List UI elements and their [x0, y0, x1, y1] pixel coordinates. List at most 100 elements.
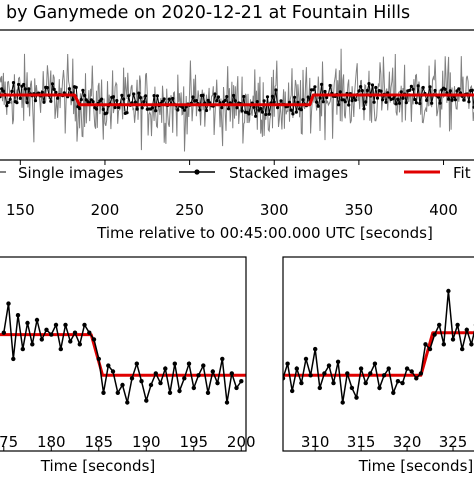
- stacked-images-point-31: [51, 82, 54, 85]
- stacked-images-point-157: [264, 113, 267, 116]
- stacked-images-point-234: [395, 102, 398, 105]
- bl-stacked-point-22: [106, 363, 110, 367]
- stacked-images-point-105: [176, 108, 179, 111]
- br-x-tick-label-325: 325: [439, 433, 468, 451]
- stacked-images-point-122: [205, 109, 208, 112]
- bl-stacked-point-43: [206, 391, 210, 395]
- stacked-images-point-187: [315, 101, 318, 104]
- stacked-images-point-255: [430, 102, 433, 105]
- bl-stacked-point-6: [30, 342, 34, 346]
- stacked-images-point-140: [235, 106, 238, 109]
- stacked-images-point-155: [261, 111, 264, 114]
- bl-stacked-point-12: [59, 347, 63, 351]
- legend-label-single-images: Single images: [18, 164, 124, 182]
- br-stacked-point-13: [341, 400, 345, 404]
- stacked-images-point-144: [242, 95, 245, 98]
- stacked-images-point-2: [2, 90, 5, 93]
- stacked-images-point-166: [279, 99, 282, 102]
- stacked-images-point-5: [7, 101, 10, 104]
- br-stacked-point-15: [350, 386, 354, 390]
- stacked-images-point-120: [202, 94, 205, 97]
- bl-x-tick-label-200: 200: [227, 433, 256, 451]
- stacked-images-point-143: [241, 109, 244, 112]
- stacked-images-point-61: [102, 108, 105, 111]
- top-x-tick-label-400: 400: [429, 201, 458, 219]
- br-stacked-point-2: [290, 389, 294, 393]
- stacked-images-point-68: [114, 106, 117, 109]
- stacked-images-point-185: [312, 88, 315, 91]
- stacked-images-point-135: [227, 107, 230, 110]
- br-x-tick-label-310: 310: [301, 433, 330, 451]
- stacked-images-point-232: [391, 97, 394, 100]
- stacked-images-point-14: [22, 83, 25, 86]
- bl-stacked-point-31: [149, 383, 153, 387]
- bl-stacked-point-0: [2, 331, 6, 335]
- single-images-line: [0, 49, 474, 152]
- stacked-images-point-221: [373, 101, 376, 104]
- legend-label-stacked-images: Stacked images: [229, 164, 348, 182]
- bl-stacked-point-8: [40, 337, 44, 341]
- stacked-images-point-162: [273, 100, 276, 103]
- stacked-images-point-154: [259, 107, 262, 110]
- stacked-images-point-43: [71, 98, 74, 101]
- stacked-images-point-93: [156, 94, 159, 97]
- stacked-images-point-173: [291, 112, 294, 115]
- bl-stacked-point-38: [182, 376, 186, 380]
- stacked-images-point-277: [467, 100, 470, 103]
- bl-x-tick-label-180: 180: [37, 433, 66, 451]
- bl-stacked-point-13: [63, 323, 67, 327]
- bl-stacked-point-19: [92, 337, 96, 341]
- stacked-images-point-240: [405, 101, 408, 104]
- stacked-images-point-228: [384, 101, 387, 104]
- stacked-images-point-11: [17, 83, 20, 86]
- stacked-images-point-26: [42, 101, 45, 104]
- stacked-images-point-34: [56, 97, 59, 100]
- bl-fit-line: [0, 335, 246, 376]
- br-stacked-point-36: [446, 289, 450, 293]
- stacked-images-point-28: [46, 86, 49, 89]
- br-stacked-point-29: [414, 376, 418, 380]
- stacked-images-point-133: [224, 99, 227, 102]
- bl-stacked-point-48: [230, 371, 234, 375]
- bl-stacked-point-47: [225, 400, 229, 404]
- br-stacked-point-8: [318, 386, 322, 390]
- bl-stacked-point-3: [16, 313, 20, 317]
- br-stacked-point-5: [304, 357, 308, 361]
- stacked-images-point-222: [374, 86, 377, 89]
- stacked-images-point-206: [347, 103, 350, 106]
- stacked-images-point-134: [225, 95, 228, 98]
- bl-stacked-point-26: [125, 400, 129, 404]
- stacked-images-point-243: [410, 85, 413, 88]
- stacked-images-point-260: [439, 102, 442, 105]
- bl-stacked-point-45: [215, 381, 219, 385]
- br-series-stacked-images: [281, 289, 474, 405]
- stacked-images-point-200: [337, 103, 340, 106]
- stacked-images-point-85: [142, 100, 145, 103]
- stacked-images-point-220: [371, 83, 374, 86]
- stacked-images-point-128: [215, 99, 218, 102]
- stacked-images-point-152: [256, 100, 259, 103]
- br-stacked-point-33: [432, 332, 436, 336]
- stacked-images-point-91: [153, 94, 156, 97]
- stacked-images-point-263: [444, 88, 447, 91]
- br-stacked-point-12: [336, 360, 340, 364]
- stacked-images-point-172: [290, 109, 293, 112]
- stacked-images-point-109: [183, 109, 186, 112]
- stacked-images-point-12: [19, 97, 22, 100]
- bl-stacked-point-5: [25, 321, 29, 325]
- stacked-images-point-138: [232, 94, 235, 97]
- stacked-images-point-80: [134, 101, 137, 104]
- stacked-images-point-60: [100, 98, 103, 101]
- br-stacked-point-28: [410, 369, 414, 373]
- series-single-images: [0, 49, 474, 152]
- br-stacked-point-9: [322, 371, 326, 375]
- stacked-images-point-84: [141, 106, 144, 109]
- top-x-axis-label: Time relative to 00:45:00.000 UTC [secon…: [96, 224, 433, 242]
- stacked-images-point-4: [5, 104, 8, 107]
- br-stacked-point-37: [451, 337, 455, 341]
- bl-stacked-point-25: [120, 383, 124, 387]
- stacked-images-point-100: [168, 98, 171, 101]
- br-stacked-point-20: [373, 362, 377, 366]
